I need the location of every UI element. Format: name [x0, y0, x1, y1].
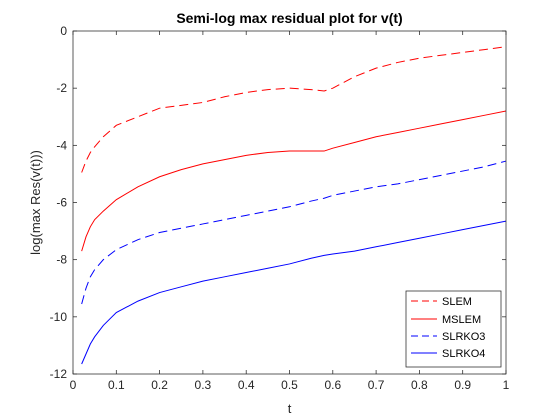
y-tick-label: -12 — [50, 367, 68, 381]
y-tick-label: -2 — [56, 81, 67, 95]
x-tick-label: 0.2 — [151, 378, 168, 392]
x-tick-label: 0.7 — [368, 378, 385, 392]
x-tick-label: 0.6 — [324, 378, 341, 392]
y-tick-label: -4 — [56, 138, 67, 152]
y-axis-label: log(max Res(v(t))) — [28, 150, 43, 255]
legend-label-slrko3: SLRKO3 — [442, 331, 485, 343]
series-line-mslem — [81, 110, 507, 252]
y-tick-label: -8 — [56, 253, 67, 267]
series-line-slem — [81, 46, 507, 173]
x-tick-label: 0.8 — [411, 378, 428, 392]
legend: SLEM MSLEM SLRKO3 SLRKO4 — [405, 290, 502, 368]
series-line-slrko3 — [81, 160, 507, 305]
x-tick-label: 1 — [503, 378, 510, 392]
x-tick-label: 0 — [70, 378, 77, 392]
y-tick-label: 0 — [60, 24, 67, 38]
series-layer — [81, 46, 507, 365]
legend-label-slrko4: SLRKO4 — [442, 348, 485, 360]
x-tick-label: 0.4 — [238, 378, 255, 392]
x-tick-label: 0.9 — [454, 378, 471, 392]
y-tick-label: -6 — [56, 196, 67, 210]
legend-label-slem: SLEM — [442, 296, 472, 308]
x-tick-label: 0.3 — [195, 378, 212, 392]
series-line-slrko4 — [81, 220, 507, 365]
chart-title: Semi-log max residual plot for v(t) — [176, 10, 402, 26]
legend-label-mslem: MSLEM — [442, 314, 481, 326]
x-axis-label: t — [288, 401, 292, 416]
y-tick-label: -10 — [50, 310, 68, 324]
axes-layer: 0 0.1 0.2 0.3 0.4 0.5 0.6 0.7 0.8 0.9 1 -12 -10 -8 -6 -… — [50, 24, 510, 392]
x-tick-label: 0.5 — [281, 378, 298, 392]
legend-box — [405, 290, 502, 368]
x-tick-label: 0.1 — [108, 378, 125, 392]
